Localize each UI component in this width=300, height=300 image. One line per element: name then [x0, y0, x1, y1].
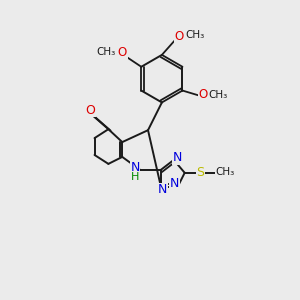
Text: CH₃: CH₃: [216, 167, 235, 177]
Text: S: S: [196, 166, 205, 179]
Text: CH₃: CH₃: [185, 30, 204, 40]
Text: O: O: [118, 46, 127, 59]
Text: N: N: [170, 177, 179, 190]
Text: O: O: [85, 104, 95, 117]
Text: O: O: [174, 30, 183, 43]
Text: CH₃: CH₃: [208, 89, 228, 100]
Text: H: H: [131, 172, 139, 182]
Text: N: N: [173, 152, 182, 164]
Text: N: N: [130, 161, 140, 174]
Text: N: N: [158, 183, 168, 196]
Text: O: O: [199, 88, 208, 101]
Text: CH₃: CH₃: [96, 47, 115, 57]
